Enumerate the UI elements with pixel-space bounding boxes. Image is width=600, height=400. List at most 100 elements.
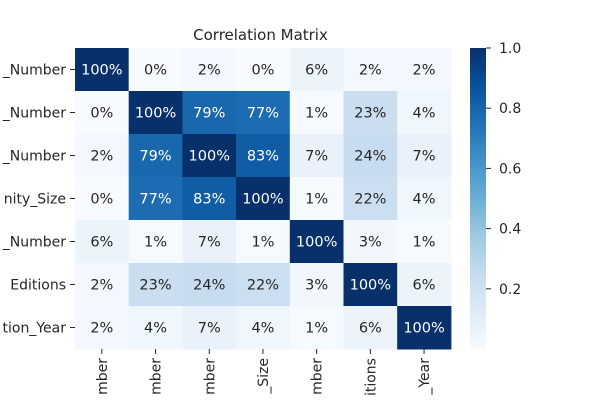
heatmap-cell-3-3	[236, 177, 291, 221]
heatmap-cell-6-3	[236, 306, 291, 350]
cell-label-4-4: 100%	[296, 235, 337, 251]
col-tick-label-2: mber	[202, 358, 218, 395]
cell-label-1-4: 1%	[305, 106, 328, 122]
heatmap-cell-2-1	[128, 134, 183, 178]
cell-label-0-5: 2%	[359, 63, 382, 79]
heatmap-cell-5-5	[343, 263, 398, 307]
cell-label-3-3: 100%	[242, 192, 283, 208]
heatmap-cell-4-5	[343, 220, 398, 264]
cell-label-6-3: 4%	[251, 321, 274, 337]
cell-label-6-0: 2%	[90, 321, 113, 337]
cell-label-5-4: 3%	[305, 278, 328, 294]
cell-label-2-0: 2%	[90, 149, 113, 165]
heatmap-cell-4-4	[289, 220, 344, 264]
heatmap-cell-2-5	[343, 134, 398, 178]
cell-label-5-6: 6%	[413, 278, 436, 294]
heatmap-cell-3-5	[343, 177, 398, 221]
cell-label-2-5: 24%	[354, 149, 386, 165]
heatmap-cell-5-0	[75, 263, 130, 307]
heatmap-cell-0-5	[343, 48, 398, 92]
cell-label-5-5: 100%	[350, 278, 391, 294]
heatmap-cell-6-2	[182, 306, 237, 350]
heatmap-cell-0-1	[128, 48, 183, 92]
cell-label-4-5: 3%	[359, 235, 382, 251]
col-tick-label-4: mber	[310, 358, 326, 395]
cell-label-5-2: 24%	[193, 278, 225, 294]
heatmap-cell-4-6	[397, 220, 452, 264]
col-tick-labels: mber mber mber _Size mber itions _Year	[95, 349, 433, 396]
heatmap-cell-2-3	[236, 134, 291, 178]
cell-label-2-2: 100%	[189, 149, 230, 165]
cell-label-6-1: 4%	[144, 321, 167, 337]
heatmap-cell-0-2	[182, 48, 237, 92]
cell-label-6-2: 7%	[198, 321, 221, 337]
row-tick-label-2: _Number	[2, 149, 66, 165]
cell-label-1-6: 4%	[413, 106, 436, 122]
heatmap-cell-0-4	[289, 48, 344, 92]
heatmap-cell-1-5	[343, 91, 398, 135]
cell-label-6-4: 1%	[305, 321, 328, 337]
heatmap-cell-0-6	[397, 48, 452, 92]
colorbar-tick-label-1: 0.4	[499, 222, 521, 238]
heatmap-cell-2-6	[397, 134, 452, 178]
cell-label-2-4: 7%	[305, 149, 328, 165]
cell-label-1-5: 23%	[354, 106, 386, 122]
heatmap-cell-5-6	[397, 263, 452, 307]
cell-label-6-6: 100%	[403, 321, 444, 337]
cell-label-3-4: 1%	[305, 192, 328, 208]
heatmap-cell-1-4	[289, 91, 344, 135]
cell-label-0-3: 0%	[251, 63, 274, 79]
heatmap-cell-5-1	[128, 263, 183, 307]
col-tick-label-3: _Size	[256, 358, 272, 395]
heatmap-cell-0-3	[236, 48, 291, 92]
heatmap-cell-5-4	[289, 263, 344, 307]
row-tick-label-3: nity_Size	[4, 192, 66, 208]
heatmap-cell-3-1	[128, 177, 183, 221]
colorbar-gradient	[470, 48, 486, 349]
colorbar: 0.2 0.4 0.6 0.8 1.0	[470, 41, 521, 349]
heatmap-cell-1-1	[128, 91, 183, 135]
cell-label-4-1: 1%	[144, 235, 167, 251]
colorbar-tick-label-0: 0.2	[499, 282, 521, 298]
heatmap-cell-3-6	[397, 177, 452, 221]
cell-label-4-0: 6%	[90, 235, 113, 251]
cell-label-6-5: 6%	[359, 321, 382, 337]
row-tick-label-6: tion_Year	[3, 321, 67, 337]
heatmap-cell-4-0	[75, 220, 130, 264]
cell-label-0-4: 6%	[305, 63, 328, 79]
cell-label-2-1: 79%	[139, 149, 171, 165]
heatmap-cell-3-4	[289, 177, 344, 221]
heatmap-cell-3-2	[182, 177, 237, 221]
cell-label-1-0: 0%	[90, 106, 113, 122]
col-tick-label-1: mber	[149, 358, 165, 395]
row-tick-labels: _Number _Number _Number nity_Size _Number Edi…	[2, 63, 75, 337]
cell-label-0-0: 100%	[81, 63, 122, 79]
cell-label-0-6: 2%	[413, 63, 436, 79]
row-tick-label-4: _Number	[2, 235, 66, 251]
heatmap-cell-6-6	[397, 306, 452, 350]
col-tick-label-6: _Year	[417, 358, 433, 396]
cell-label-5-3: 22%	[247, 278, 279, 294]
cell-label-1-3: 77%	[247, 106, 279, 122]
cell-label-3-1: 77%	[139, 192, 171, 208]
heatmap-cell-2-2	[182, 134, 237, 178]
cell-label-4-6: 1%	[413, 235, 436, 251]
heatmap-cell-4-1	[128, 220, 183, 264]
cell-label-3-6: 4%	[413, 192, 436, 208]
heatmap-cell-0-0	[75, 48, 130, 92]
heatmap-cell-4-3	[236, 220, 291, 264]
cell-label-2-3: 83%	[247, 149, 279, 165]
heatmap-cell-1-2	[182, 91, 237, 135]
colorbar-tick-label-3: 0.8	[499, 101, 521, 117]
cell-label-3-2: 83%	[193, 192, 225, 208]
heatmap-cell-2-4	[289, 134, 344, 178]
heatmap-cell-1-6	[397, 91, 452, 135]
cell-label-3-0: 0%	[90, 192, 113, 208]
row-tick-label-1: _Number	[2, 106, 66, 122]
cell-label-3-5: 22%	[354, 192, 386, 208]
cell-label-1-1: 100%	[135, 106, 176, 122]
col-tick-label-0: mber	[95, 358, 111, 395]
cell-label-0-2: 2%	[198, 63, 221, 79]
heatmap-cells: 100% 0% 2% 0% 6% 2% 2% 0% 100% 79% 77% 1% 23% 4% 2% 79%…	[75, 48, 452, 350]
